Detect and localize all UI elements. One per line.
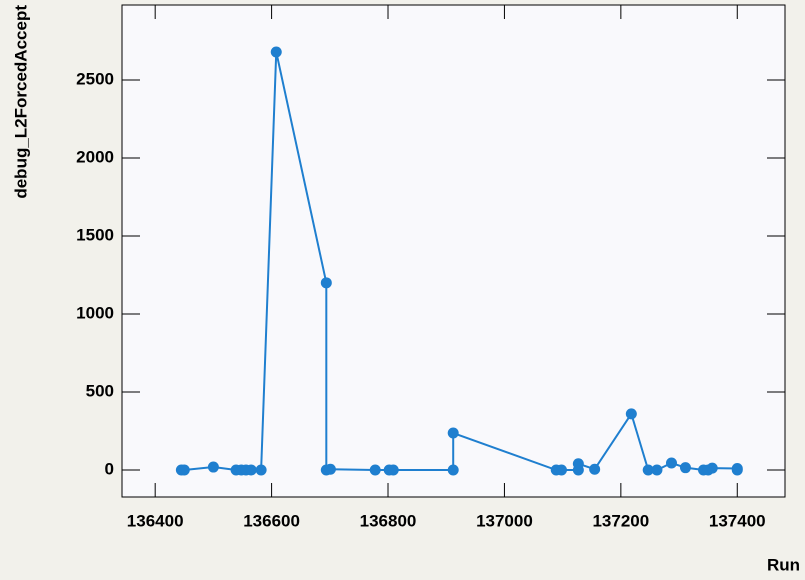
y-tick-label: 1500 [76,226,114,245]
x-tick-label: 137400 [709,511,766,530]
data-point [665,457,677,469]
data-point [589,463,601,475]
data-point [387,464,399,476]
data-point [706,462,718,474]
data-point [270,46,282,58]
data-point [731,464,743,476]
x-tick-label: 136800 [360,511,417,530]
data-point [207,461,219,473]
data-point [447,464,459,476]
y-tick-label: 0 [105,459,114,478]
data-point [555,464,567,476]
plot-area [121,4,786,498]
data-point [255,464,267,476]
x-axis-label: Run [767,555,800,574]
y-tick-label: 500 [86,382,114,401]
x-tick-label: 137000 [476,511,533,530]
data-point [324,463,336,475]
y-tick-label: 2500 [76,70,114,89]
data-point [178,464,190,476]
data-point [679,462,691,474]
data-point [320,277,332,289]
data-point [245,464,257,476]
data-point [369,464,381,476]
x-tick-label: 136600 [243,511,300,530]
data-point [651,464,663,476]
x-tick-label: 137200 [592,511,649,530]
data-point [447,427,459,439]
data-point [642,464,654,476]
data-point [572,458,584,470]
y-axis-label: debug_L2ForcedAccept [11,5,30,199]
y-tick-label: 1000 [76,304,114,323]
x-tick-label: 136400 [127,511,184,530]
data-point [625,408,637,420]
y-tick-label: 2000 [76,148,114,167]
